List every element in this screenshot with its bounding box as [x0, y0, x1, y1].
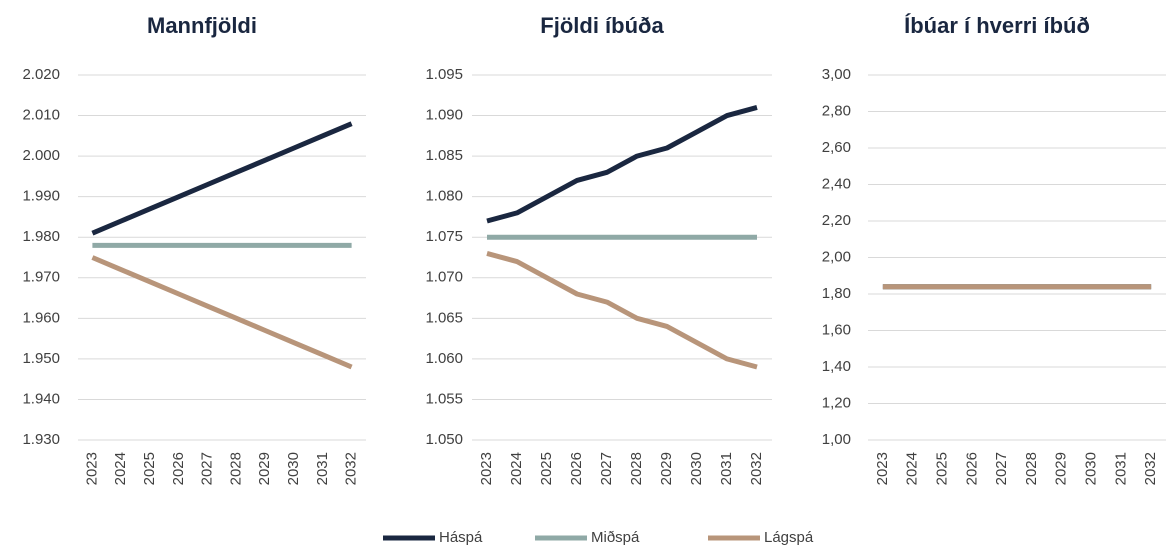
y-tick-label: 1.950 [22, 350, 60, 367]
series-line [486, 251, 758, 370]
x-tick-label: 2023 [874, 452, 891, 485]
x-tick-label: 2024 [508, 452, 525, 485]
x-tick-label: 2029 [256, 452, 273, 485]
x-tick-label: 2027 [993, 452, 1010, 485]
x-tick-label: 2024 [112, 452, 129, 485]
x-tick-label: 2025 [538, 452, 555, 485]
y-tick-label: 1.095 [425, 66, 463, 83]
x-tick-label: 2032 [343, 452, 360, 485]
y-tick-label: 2,60 [822, 139, 851, 156]
y-tick-label: 1.090 [425, 107, 463, 124]
y-tick-label: 2.000 [22, 147, 60, 164]
y-tick-label: 1.990 [22, 188, 60, 205]
chart-title: Íbúar í hverri íbúð [904, 13, 1090, 38]
x-tick-label: 2025 [141, 452, 158, 485]
x-tick-label: 2029 [1053, 452, 1070, 485]
y-tick-label: 1,00 [822, 431, 851, 448]
x-tick-label: 2031 [718, 452, 735, 485]
y-tick-label: 1.960 [22, 309, 60, 326]
y-tick-label: 1,40 [822, 358, 851, 375]
x-tick-label: 2027 [598, 452, 615, 485]
y-tick-label: 1.060 [425, 350, 463, 367]
y-tick-label: 2.020 [22, 66, 60, 83]
series-line [486, 105, 758, 224]
x-tick-label: 2024 [904, 452, 921, 485]
x-tick-label: 2028 [1023, 452, 1040, 485]
y-tick-label: 1.970 [22, 269, 60, 286]
x-tick-label: 2023 [83, 452, 100, 485]
legend-label: Lágspá [764, 529, 814, 546]
x-tick-label: 2032 [1142, 452, 1159, 485]
x-tick-label: 2026 [170, 452, 187, 485]
x-tick-label: 2025 [933, 452, 950, 485]
y-tick-label: 3,00 [822, 66, 851, 83]
legend-label: Miðspá [591, 529, 640, 546]
x-tick-label: 2028 [227, 452, 244, 485]
x-tick-label: 2030 [688, 452, 705, 485]
y-tick-label: 2,80 [822, 102, 851, 119]
y-tick-label: 1.075 [425, 228, 463, 245]
y-tick-label: 1.080 [425, 188, 463, 205]
x-tick-label: 2028 [628, 452, 645, 485]
y-tick-label: 1.070 [425, 269, 463, 286]
y-tick-label: 1.055 [425, 390, 463, 407]
y-tick-label: 1.065 [425, 309, 463, 326]
y-tick-label: 1.930 [22, 431, 60, 448]
x-tick-label: 2031 [314, 452, 331, 485]
y-tick-label: 2,00 [822, 248, 851, 265]
x-tick-label: 2026 [568, 452, 585, 485]
y-tick-label: 2,40 [822, 175, 851, 192]
x-tick-label: 2026 [963, 452, 980, 485]
legend-label: Háspá [439, 529, 483, 546]
y-tick-label: 1.940 [22, 390, 60, 407]
y-tick-label: 1.980 [22, 228, 60, 245]
y-tick-label: 1,20 [822, 394, 851, 411]
chart-title: Mannfjöldi [147, 13, 257, 38]
x-tick-label: 2031 [1112, 452, 1129, 485]
y-tick-label: 1,80 [822, 285, 851, 302]
y-tick-label: 2,20 [822, 212, 851, 229]
x-tick-label: 2030 [285, 452, 302, 485]
x-tick-label: 2023 [478, 452, 495, 485]
series-line [91, 121, 353, 236]
x-tick-label: 2030 [1082, 452, 1099, 485]
y-tick-label: 2.010 [22, 107, 60, 124]
x-tick-label: 2029 [658, 452, 675, 485]
y-tick-label: 1,60 [822, 321, 851, 338]
y-tick-label: 1.050 [425, 431, 463, 448]
y-tick-label: 1.085 [425, 147, 463, 164]
chart-title: Fjöldi íbúða [540, 13, 664, 38]
x-tick-label: 2032 [748, 452, 765, 485]
series-line [91, 255, 353, 370]
x-tick-label: 2027 [199, 452, 216, 485]
